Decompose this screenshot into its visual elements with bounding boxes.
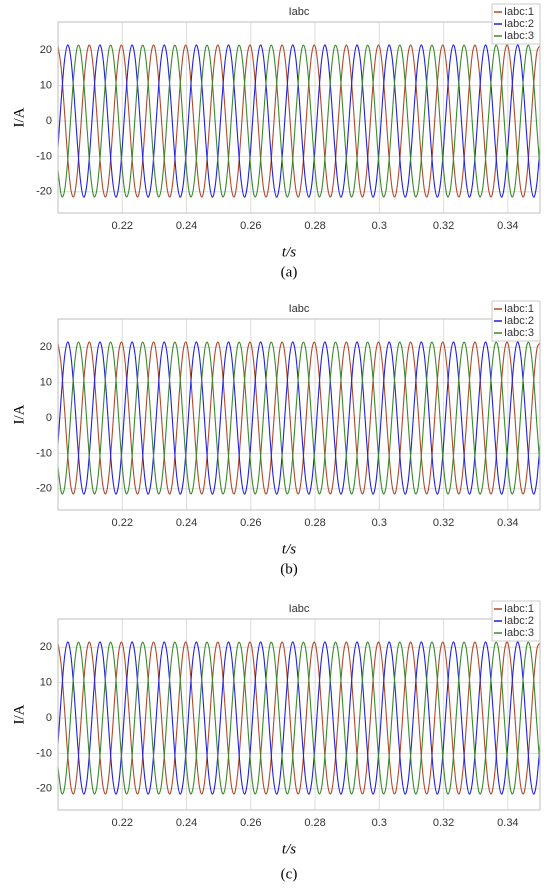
series-line — [58, 44, 540, 198]
legend-label: Iabc:2 — [504, 615, 534, 627]
y-tick-label: 10 — [40, 80, 52, 92]
x-tick-label: 0.26 — [240, 817, 261, 829]
series-line — [58, 641, 540, 795]
plot-frame — [57, 618, 541, 811]
caption: (c) — [281, 866, 298, 882]
x-tick-label: 0.22 — [112, 517, 133, 529]
x-tick-label: 0.32 — [433, 817, 454, 829]
y-tick-label: -20 — [36, 186, 52, 198]
x-tick-label: 0.26 — [240, 220, 261, 232]
plot-area — [58, 319, 540, 510]
legend-label: Iabc:1 — [504, 303, 534, 315]
series-line — [58, 341, 540, 495]
y-tick-label: -20 — [36, 783, 52, 795]
legend-label: Iabc:3 — [504, 327, 534, 339]
series-line — [58, 641, 540, 795]
series-line — [58, 641, 540, 795]
series-line — [58, 44, 540, 198]
legend-label: Iabc:1 — [504, 603, 534, 615]
y-tick-label: 10 — [40, 677, 52, 689]
x-tick-label: 0.24 — [176, 220, 197, 232]
chart-panel: -20 -10 0 10 20 0.22 0.24 0.26 0.28 0.3 0.32 0.34 Ia… — [11, 300, 541, 577]
x-tick-label: 0.22 — [112, 220, 133, 232]
y-tick-label: 20 — [40, 44, 52, 56]
chart-panel: -20 -10 0 10 20 0.22 0.24 0.26 0.28 0.3 0.32 0.34 Ia… — [11, 3, 541, 280]
series-line — [58, 341, 540, 495]
chart-title: Iabc — [289, 603, 310, 615]
x-axis-label: t/s — [282, 244, 296, 260]
plot-area — [58, 22, 540, 213]
y-tick-label: -10 — [36, 447, 52, 459]
series-line — [58, 341, 540, 495]
y-tick-label: 0 — [46, 712, 52, 724]
y-tick-label: 0 — [46, 115, 52, 127]
y-tick-label: 20 — [40, 341, 52, 353]
x-tick-label: 0.3 — [372, 220, 387, 232]
legend-label: Iabc:3 — [504, 30, 534, 42]
y-tick-label: 20 — [40, 641, 52, 653]
x-axis-label: t/s — [282, 841, 296, 857]
legend-label: Iabc:2 — [504, 315, 534, 327]
caption: (b) — [280, 561, 298, 577]
x-tick-label: 0.3 — [372, 817, 387, 829]
x-tick-label: 0.28 — [304, 817, 325, 829]
legend-label: Iabc:2 — [504, 18, 534, 30]
plot-frame — [57, 318, 541, 511]
series-line — [58, 44, 540, 198]
y-tick-label: 10 — [40, 377, 52, 389]
plot-frame — [57, 21, 541, 214]
x-tick-label: 0.24 — [176, 817, 197, 829]
legend-label: Iabc:1 — [504, 6, 534, 18]
y-tick-label: 0 — [46, 412, 52, 424]
x-tick-label: 0.24 — [176, 517, 197, 529]
plot-lines — [58, 44, 540, 198]
x-tick-label: 0.28 — [304, 517, 325, 529]
chart-title: Iabc — [289, 6, 310, 18]
x-tick-label: 0.32 — [433, 517, 454, 529]
y-tick-label: -20 — [36, 483, 52, 495]
plot-area — [58, 619, 540, 810]
y-axis-label: I/A — [11, 404, 27, 424]
plot-lines — [58, 341, 540, 495]
x-tick-label: 0.3 — [372, 517, 387, 529]
legend-label: Iabc:3 — [504, 627, 534, 639]
y-tick-label: -10 — [36, 747, 52, 759]
x-tick-label: 0.32 — [433, 220, 454, 232]
caption: (a) — [281, 264, 298, 280]
x-tick-label: 0.34 — [497, 817, 518, 829]
x-tick-label: 0.22 — [112, 817, 133, 829]
chart-title: Iabc — [289, 303, 310, 315]
x-tick-label: 0.34 — [497, 517, 518, 529]
y-tick-label: -10 — [36, 150, 52, 162]
x-tick-label: 0.34 — [497, 220, 518, 232]
x-axis-label: t/s — [282, 541, 296, 557]
plot-lines — [58, 641, 540, 795]
x-tick-label: 0.28 — [304, 220, 325, 232]
x-tick-label: 0.26 — [240, 517, 261, 529]
chart-panel: -20 -10 0 10 20 0.22 0.24 0.26 0.28 0.3 0.32 0.34 Ia… — [11, 600, 541, 882]
y-axis-label: I/A — [11, 704, 27, 724]
y-axis-label: I/A — [11, 107, 27, 127]
